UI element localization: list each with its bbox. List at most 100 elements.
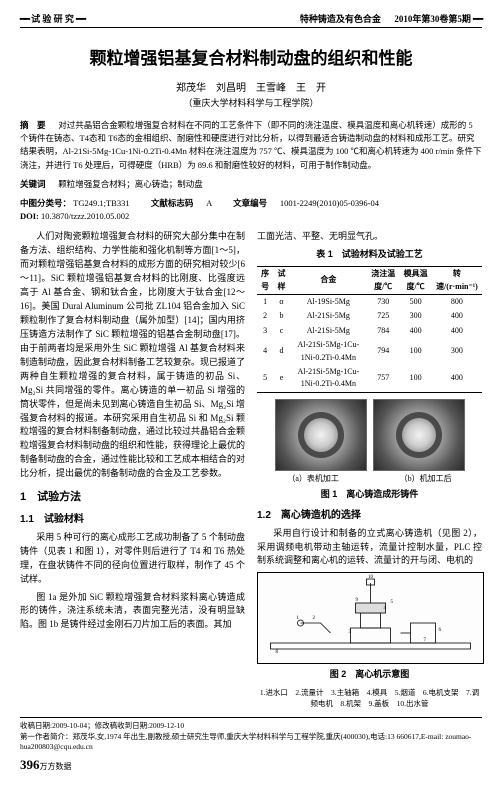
- table1-cell: 1: [257, 295, 273, 310]
- svg-text:9: 9: [356, 598, 359, 603]
- figure-1b-photo: [373, 399, 465, 471]
- paper-title: 颗粒增强铝基复合材料制动盘的组织和性能: [20, 44, 482, 69]
- sec12-para: 采用自行设计和制备的立式离心铸造机（见图 2），采用调频电机带动主轴运转，流量计…: [257, 527, 482, 569]
- author-bio: 第一作者简介：郑茂华,女,1974 年出生,副教授,硕士研究生导师,重庆大学材料…: [20, 732, 482, 753]
- serial-number: 1001-2249(2010)05-0396-04: [280, 198, 379, 208]
- table-row: 4dAl-21Si-5Mg-1Cu-1Ni-0.2Ti-0.4Mn7941003…: [257, 338, 482, 365]
- authors: 郑茂华 刘昌明 王雪峰 王 开: [20, 79, 482, 94]
- table1-cell: 757: [367, 365, 399, 392]
- section-1-heading: 1 试验方法: [20, 489, 245, 506]
- keywords: 关键词 颗粒增强复合材料；离心铸造；制动盘: [20, 178, 482, 191]
- table1-cell: α: [273, 295, 289, 310]
- table1-cell: 400: [432, 324, 482, 338]
- table1-cell: 100: [399, 338, 431, 365]
- publisher-mark: 万方数据: [40, 762, 72, 771]
- figure-2-legend: 1.进水口 2.流量计 3.主轴箱 4.模具 5.烟道 6.电机支架 7.调频电…: [257, 688, 482, 709]
- footer-block: 收稿日期:2009-10-04；修改稿收到日期:2009-12-10 第一作者简…: [20, 717, 482, 753]
- abstract-label: 摘 要: [20, 120, 46, 130]
- journal-name: 特种铸造及有色合金: [300, 14, 381, 24]
- abstract: 摘 要 对过共晶铝合金颗粒增强复合材料在不同的工艺条件下（即不同的浇注温度、模具…: [20, 119, 482, 172]
- classification-line: 中图分类号： TG249.1;TB331 文献标志码 A 文章编号 1001-2…: [20, 197, 482, 210]
- doc-code-label: 文献标志码: [151, 198, 194, 208]
- fig1a-label: （a）表机加工: [287, 473, 339, 485]
- table1-header-cell: 合金: [290, 267, 367, 295]
- table1-cell: Al-21Si-5Mg-1Cu-1Ni-0.2Ti-0.4Mn: [290, 338, 367, 365]
- table1-cell: Al-19Si-5Mg: [290, 295, 367, 310]
- table1-cell: 500: [399, 295, 431, 310]
- table1-cell: 794: [367, 338, 399, 365]
- doi-value: 10.3870/tzzz.2010.05.002: [41, 211, 129, 221]
- svg-text:5: 5: [391, 600, 394, 605]
- doi-line: DOI: 10.3870/tzzz.2010.05.002: [20, 210, 482, 223]
- table1-cell: Al-21Si-5Mg: [290, 309, 367, 323]
- table-1: 序号试样合金浇注温度/℃模具温度/℃转速/(r·min⁻¹) 1αAl-19Si…: [257, 266, 482, 393]
- table1-cell: 725: [367, 309, 399, 323]
- table1-header-cell: 转速/(r·min⁻¹): [432, 267, 482, 295]
- table1-cell: d: [273, 338, 289, 365]
- table1-cell: 400: [432, 309, 482, 323]
- table1-header-cell: 浇注温度/℃: [367, 267, 399, 295]
- issue-info: 2010年第30卷第5期: [394, 14, 471, 24]
- doi-label: DOI:: [20, 211, 39, 221]
- table-row: 5eAl-21Si-5Mg-1Cu-1Ni-0.2Ti-0.4Mn7571004…: [257, 365, 482, 392]
- svg-text:2: 2: [313, 616, 316, 621]
- figure-1-images: [257, 399, 482, 471]
- left-column: 人们对陶瓷颗粒增强复合材料的研究大部分集中在制备方法、组织结构、力学性能和强化机…: [20, 230, 245, 709]
- table1-header-cell: 试样: [273, 267, 289, 295]
- decor-left: ━━: [20, 14, 29, 24]
- figure-1a-photo: [275, 399, 367, 471]
- table1-cell: 100: [399, 365, 431, 392]
- sec11-para-a: 采用 5 种可行的离心成形工艺成功制备了 5 个制动盘铸件（见表 1 和图 1）…: [20, 531, 245, 587]
- figure-2-caption: 图 2 离心机示意图: [257, 668, 482, 682]
- svg-text:4: 4: [384, 606, 387, 611]
- table1-cell: 784: [367, 324, 399, 338]
- svg-text:10: 10: [368, 575, 374, 580]
- table1-cell: 400: [432, 365, 482, 392]
- svg-text:8: 8: [276, 650, 279, 655]
- doc-code: A: [206, 198, 212, 208]
- clc-code: TG249.1;TB331: [73, 198, 129, 208]
- affiliation: （重庆大学材料科学与工程学院）: [20, 96, 482, 109]
- table1-caption: 表 1 试验材料及试验工艺: [257, 248, 482, 262]
- table1-header-cell: 序号: [257, 267, 273, 295]
- table1-cell: 5: [257, 365, 273, 392]
- figure-1-caption: 图 1 离心铸造成形铸件: [257, 488, 482, 502]
- svg-text:7: 7: [424, 638, 427, 643]
- fig1b-label: （b）机加工后: [400, 473, 452, 485]
- table1-cell: 3: [257, 324, 273, 338]
- table-row: 1αAl-19Si-5Mg730500800: [257, 295, 482, 310]
- table1-cell: e: [273, 365, 289, 392]
- right-column: 工面光洁、平整、无明显气孔。 表 1 试验材料及试验工艺 序号试样合金浇注温度/…: [257, 230, 482, 709]
- table1-cell: 2: [257, 309, 273, 323]
- table1-cell: 400: [399, 324, 431, 338]
- figure-2-schematic: 10 1 2 3 4 5 6 7 8 9: [257, 572, 484, 664]
- table-row: 2bAl-21Si-5Mg725300400: [257, 309, 482, 323]
- table1-cell: b: [273, 309, 289, 323]
- received-date: 收稿日期:2009-10-04；修改稿收到日期:2009-12-10: [20, 721, 482, 732]
- abstract-text: 对过共晶铝合金颗粒增强复合材料在不同的工艺条件下（即不同的浇注温度、模具温度和离…: [20, 120, 482, 170]
- table1-cell: 300: [432, 338, 482, 365]
- svg-text:3: 3: [349, 630, 352, 635]
- clc-label: 中图分类号：: [20, 198, 71, 208]
- keywords-text: 颗粒增强复合材料；离心铸造；制动盘: [58, 179, 203, 189]
- sec11-para-b: 图 1a 是外加 SiC 颗粒增强复合材料浆料离心铸造成形的铸件，浇注系统未清，…: [20, 591, 245, 633]
- right-lead: 工面光洁、平整、无明显气孔。: [257, 230, 482, 244]
- table1-cell: Al-21Si-5Mg: [290, 324, 367, 338]
- table1-cell: Al-21Si-5Mg-1Cu-1Ni-0.2Ti-0.4Mn: [290, 365, 367, 392]
- section-label: 试 验 研 究: [31, 14, 74, 24]
- table1-header-cell: 模具温度/℃: [399, 267, 431, 295]
- table1-cell: 730: [367, 295, 399, 310]
- section-1-1-heading: 1.1 试验材料: [20, 512, 245, 528]
- table1-cell: 300: [399, 309, 431, 323]
- table1-cell: 4: [257, 338, 273, 365]
- page-number: 396万方数据: [20, 757, 482, 773]
- table1-cell: c: [273, 324, 289, 338]
- serial-label: 文章编号: [233, 198, 267, 208]
- intro-paragraph: 人们对陶瓷颗粒增强复合材料的研究大部分集中在制备方法、组织结构、力学性能和强化机…: [20, 230, 245, 481]
- running-head: ━━ 试 验 研 究 ━━ 特种铸造及有色合金 2010年第30卷第5期 ━━: [20, 12, 482, 28]
- section-1-2-heading: 1.2 离心铸造机的选择: [257, 508, 482, 524]
- svg-text:6: 6: [439, 628, 442, 633]
- table1-cell: 800: [432, 295, 482, 310]
- keywords-label: 关键词: [20, 179, 46, 189]
- table-row: 3cAl-21Si-5Mg784400400: [257, 324, 482, 338]
